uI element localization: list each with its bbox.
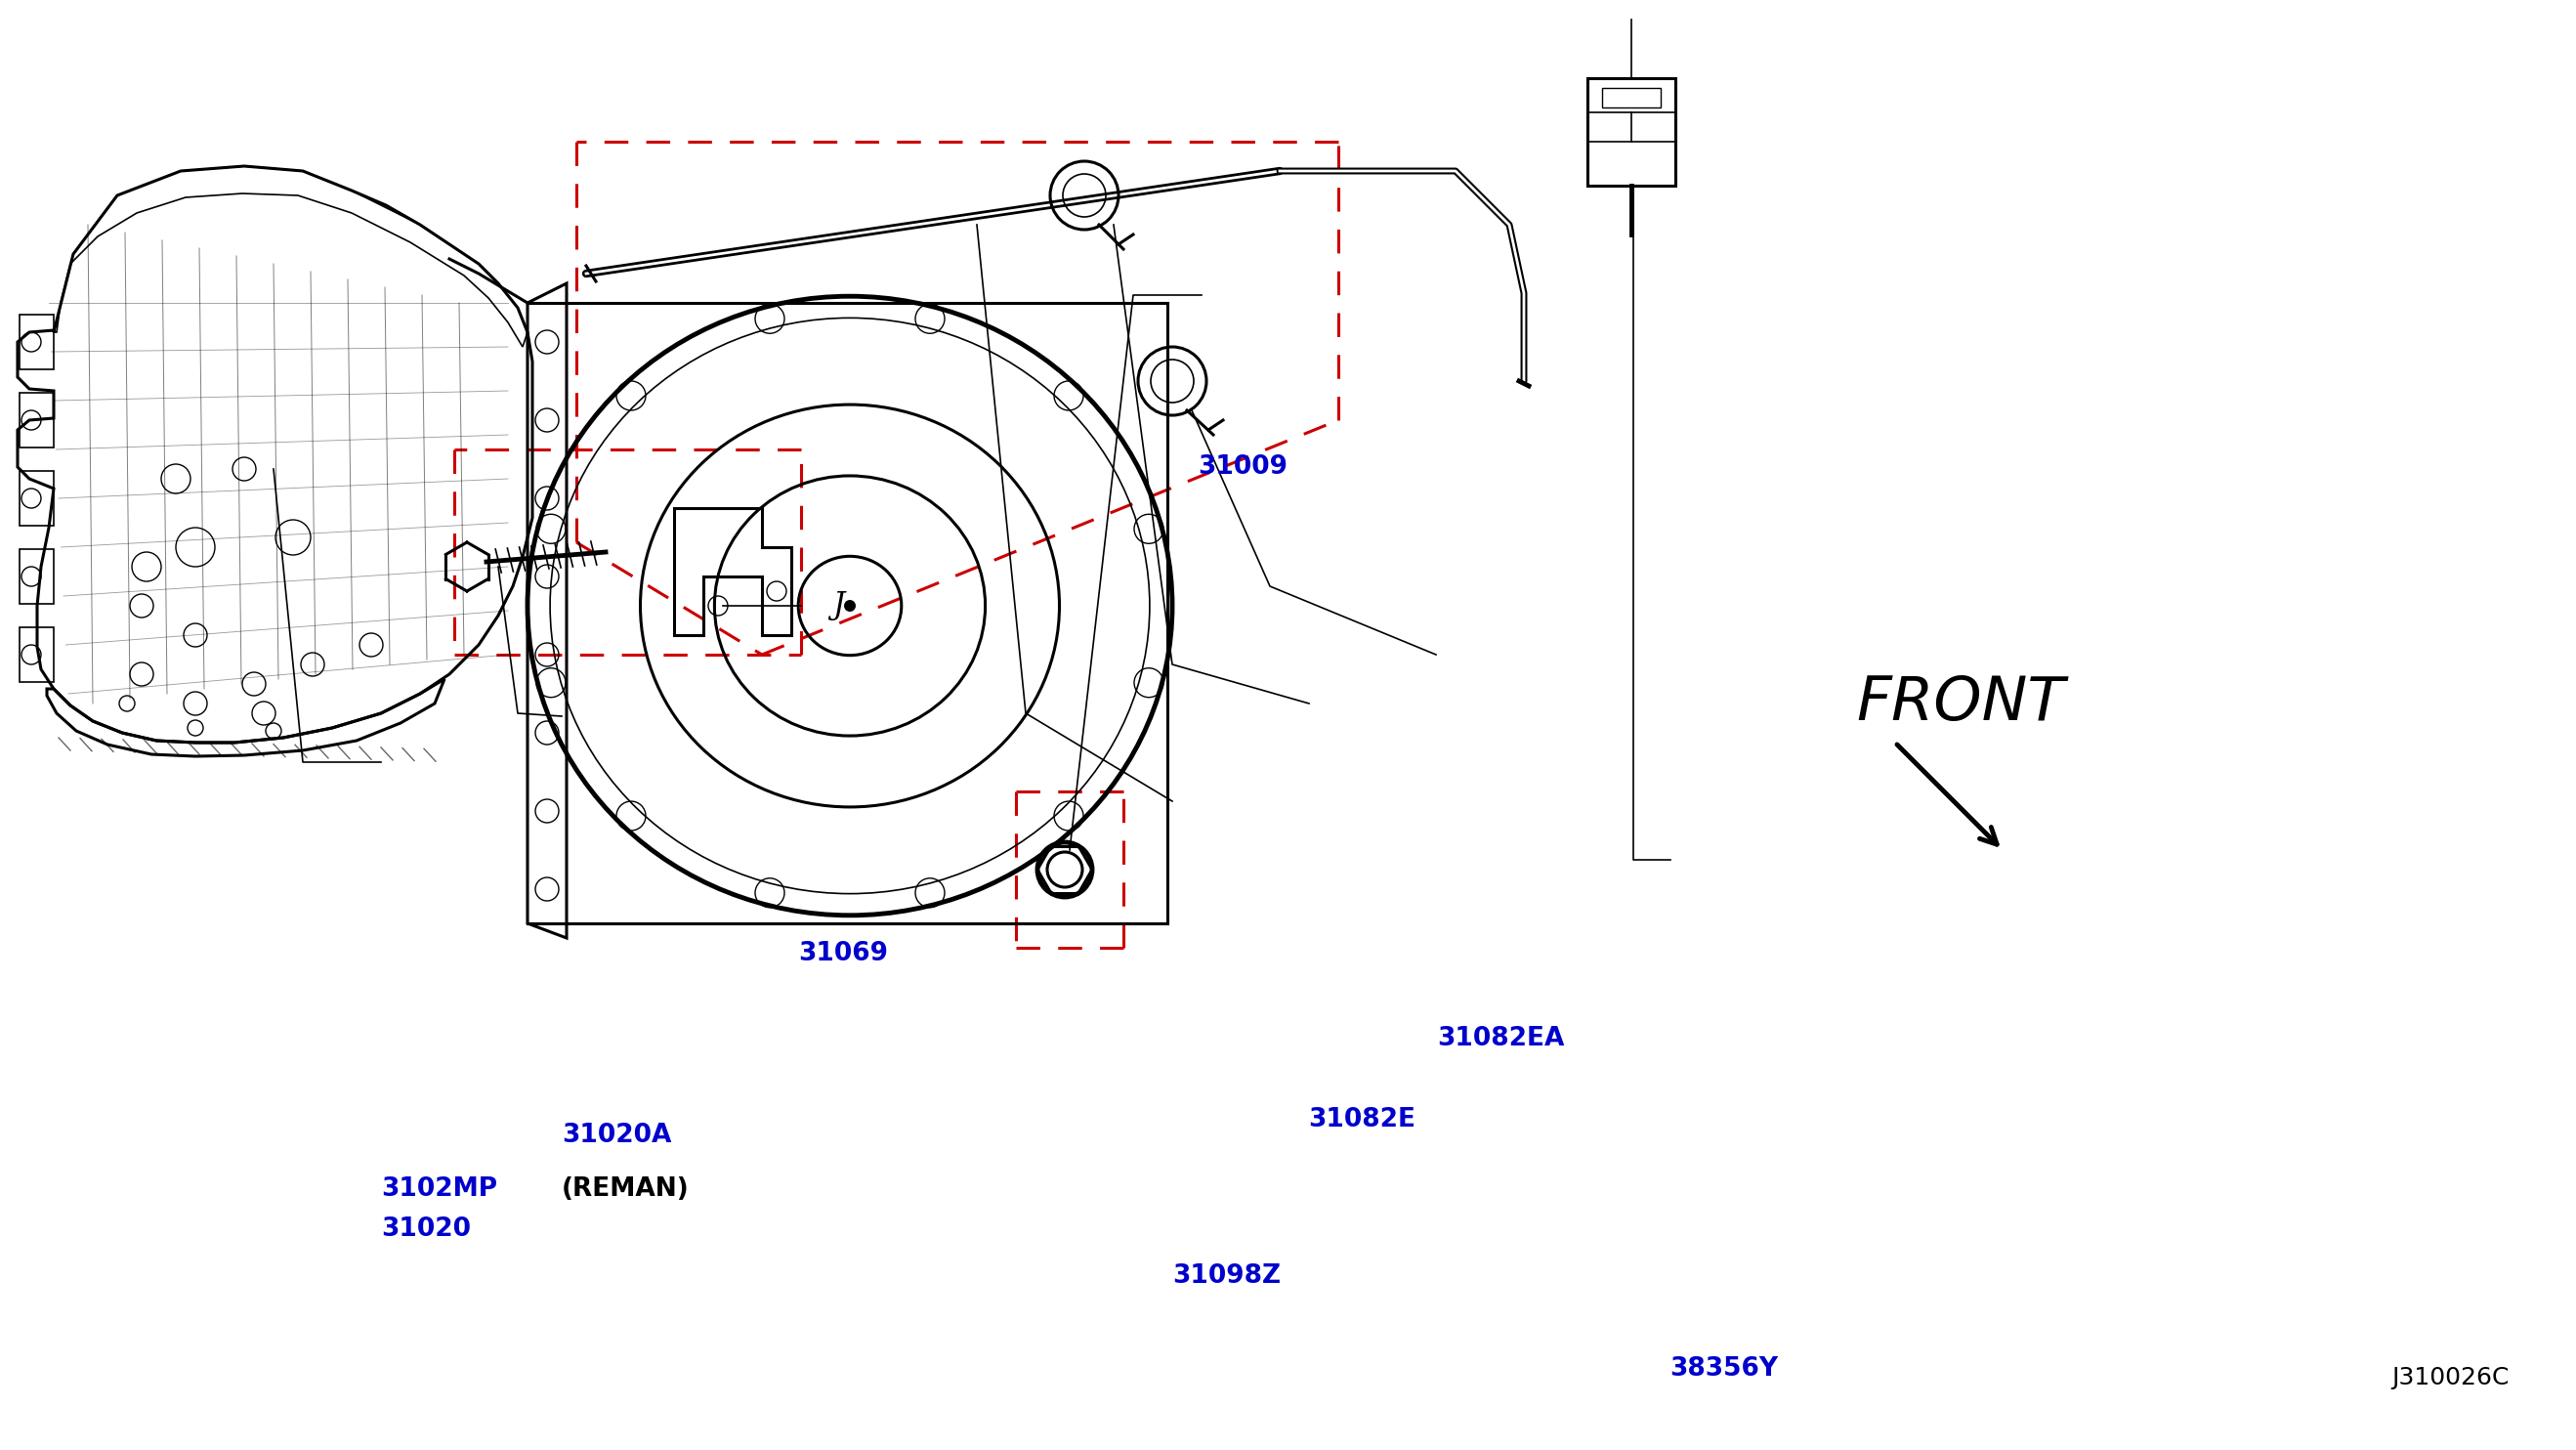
Circle shape [845,600,855,612]
Bar [1602,88,1662,107]
Text: 31020: 31020 [381,1217,471,1243]
Text: 38356Y: 38356Y [1669,1356,1777,1382]
Text: FRONT: FRONT [1857,674,2063,732]
Text: 3102MP: 3102MP [381,1176,497,1202]
Text: J310026C: J310026C [2391,1366,2509,1389]
Text: J: J [832,590,845,621]
Text: 31020A: 31020A [562,1122,672,1148]
Text: 31082E: 31082E [1309,1106,1417,1132]
Bar [1587,78,1674,186]
Text: 31069: 31069 [799,941,889,967]
FancyArrowPatch shape [1896,744,1996,844]
Text: 31098Z: 31098Z [1172,1263,1280,1289]
Text: 31009: 31009 [1198,454,1288,480]
Text: 31082EA: 31082EA [1437,1025,1564,1051]
Text: (REMAN): (REMAN) [562,1176,690,1202]
